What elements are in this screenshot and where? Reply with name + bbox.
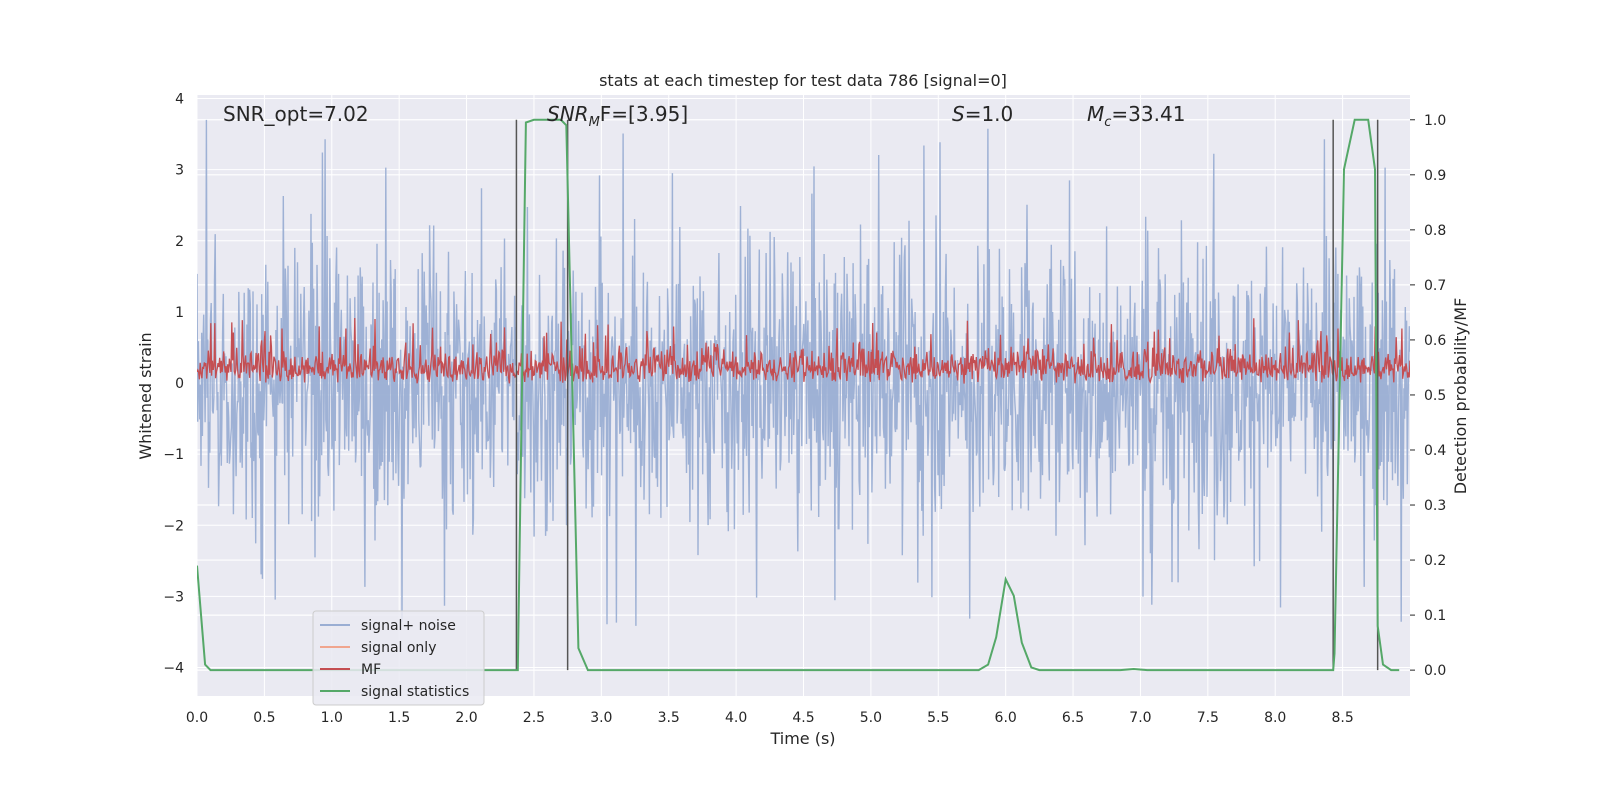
y-tick-label: 2 xyxy=(175,234,184,250)
x-tick-label: 0.5 xyxy=(253,710,275,726)
x-tick-label: 5.0 xyxy=(860,710,882,726)
y2-tick-label: 0.7 xyxy=(1424,278,1446,294)
y2-tick-label: 1.0 xyxy=(1424,113,1446,129)
y2-tick-label: 0.5 xyxy=(1424,388,1446,404)
annotation-snr-opt: SNR_opt=7.02 xyxy=(223,102,369,126)
x-tick-label: 6.5 xyxy=(1062,710,1084,726)
x-tick-label: 7.0 xyxy=(1129,710,1151,726)
x-tick-label: 4.0 xyxy=(725,710,747,726)
mf-line xyxy=(197,317,1410,384)
series-mf xyxy=(197,317,1410,384)
y-tick-label: 1 xyxy=(175,305,184,321)
y2-tick-labels: 1.0 0.9 0.8 0.7 0.6 0.5 0.4 0.3 0.2 0.1 0.0 xyxy=(1410,113,1446,679)
series-layer xyxy=(197,118,1410,672)
legend-label-mf: MF xyxy=(361,662,381,678)
x-tick-label: 5.5 xyxy=(927,710,949,726)
y-axis-title: Whitened strain xyxy=(136,332,155,459)
y2-tick-label: 0.2 xyxy=(1424,553,1446,569)
y2-tick-label: 0.0 xyxy=(1424,663,1446,679)
x-tick-label: 1.0 xyxy=(321,710,343,726)
legend-label-signal-noise: signal+ noise xyxy=(361,618,456,634)
y-tick-label: −1 xyxy=(163,447,184,463)
legend-label-signal-statistics: signal statistics xyxy=(361,684,469,700)
y-tick-label: −4 xyxy=(163,661,184,677)
x-tick-label: 2.5 xyxy=(523,710,545,726)
x-tick-label: 1.5 xyxy=(388,710,410,726)
y-tick-label: 3 xyxy=(175,163,184,179)
x-tick-labels: 0.0 0.5 1.0 1.5 2.0 2.5 3.0 3.5 4.0 4.5 5.0 5.5 6.0 6… xyxy=(186,710,1354,726)
y-tick-label: 0 xyxy=(175,376,184,392)
legend: signal+ noise signal only MF signal stat… xyxy=(312,610,485,706)
legend-label-signal-only: signal only xyxy=(361,640,436,656)
y2-tick-label: 0.8 xyxy=(1424,223,1446,239)
y2-tick-label: 0.9 xyxy=(1424,168,1446,184)
x-axis-title: Time (s) xyxy=(769,729,835,748)
series-signal-statistics xyxy=(197,118,1400,672)
y-tick-label: −3 xyxy=(163,589,184,605)
grid-lines xyxy=(196,95,1410,696)
signal-noise-line xyxy=(197,119,1410,626)
x-tick-label: 8.5 xyxy=(1331,710,1353,726)
y2-tick-label: 0.4 xyxy=(1424,443,1446,459)
annotation-s-value: S=1.0 xyxy=(952,102,1013,126)
y2-tick-label: 0.6 xyxy=(1424,333,1446,349)
signal-statistics-line xyxy=(197,118,1400,672)
annotation-mc-value: Mc=33.41 xyxy=(1087,102,1185,130)
x-tick-label: 0.0 xyxy=(186,710,208,726)
x-tick-label: 3.0 xyxy=(590,710,612,726)
y2-axis-title: Detection probability/MF xyxy=(1451,298,1470,495)
chart-title: stats at each timestep for test data 786… xyxy=(599,71,1007,90)
legend-box xyxy=(312,610,485,706)
x-tick-label: 4.5 xyxy=(792,710,814,726)
y2-tick-label: 0.1 xyxy=(1424,608,1446,624)
annotation-snr-mf: SNRMF=[3.95] xyxy=(547,102,688,130)
x-tick-label: 6.0 xyxy=(995,710,1017,726)
series-signal-noise xyxy=(197,119,1410,626)
x-tick-label: 7.5 xyxy=(1197,710,1219,726)
x-tick-label: 8.0 xyxy=(1264,710,1286,726)
x-tick-label: 3.5 xyxy=(658,710,680,726)
x-tick-label: 2.0 xyxy=(455,710,477,726)
y2-tick-label: 0.3 xyxy=(1424,498,1446,514)
y-tick-labels: 4 3 2 1 0 −1 −2 −3 −4 xyxy=(163,92,184,677)
y-tick-label: −2 xyxy=(163,518,184,534)
y-tick-label: 4 xyxy=(175,92,184,108)
